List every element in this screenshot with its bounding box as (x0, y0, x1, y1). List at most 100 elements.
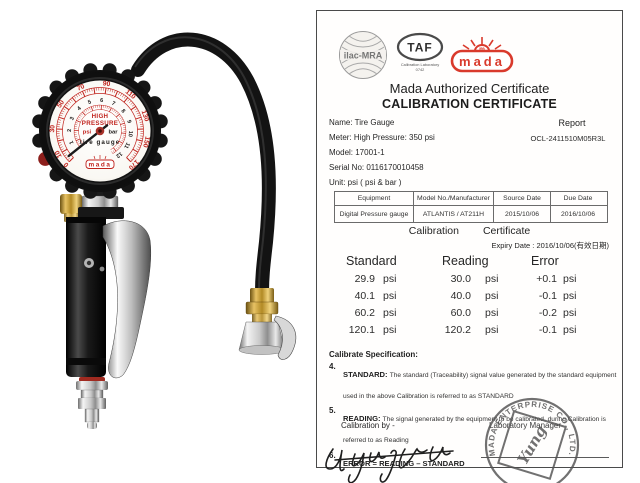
field-name: Name: Tire Gauge (329, 118, 395, 127)
svg-text:130: 130 (140, 110, 150, 123)
svg-text:30: 30 (49, 125, 56, 133)
spec-item-body: STANDARD: The standard (Traceability) si… (343, 362, 617, 404)
laboratory-manager-label: Laboratory Manager (489, 421, 562, 430)
svg-text:m: m (479, 46, 485, 53)
rubber-hose (131, 32, 276, 299)
trigger-lever (102, 220, 152, 379)
svg-text:mada: mada (459, 54, 505, 69)
svg-text:0: 0 (63, 160, 71, 168)
stamp-center-signature: Yung (514, 422, 550, 467)
spec-title: Calibrate Specification: (329, 350, 418, 359)
spec-item-body: ERROR = READING – STANDARD (343, 451, 617, 472)
results-row: 120.1 psi 120.2 psi -0.1 psi (317, 324, 622, 341)
result-value: -0.2 (538, 307, 557, 319)
stamp-diamond (497, 410, 567, 480)
result-value: 40.0 (450, 290, 471, 302)
result-unit: psi (563, 307, 577, 319)
svg-text:50: 50 (56, 99, 66, 109)
taf-logo: TAF Calibration Laboratory 0742 (396, 32, 444, 72)
svg-text:7: 7 (111, 101, 116, 108)
svg-text:90: 90 (102, 80, 111, 88)
result-value: 60.0 (450, 307, 471, 319)
equipment-table: Equipment Model No./Manufacturer Source Da… (334, 191, 608, 223)
mada-logo: m mada (450, 37, 514, 73)
gauge-unit-psi: psi (83, 130, 92, 136)
svg-text:1: 1 (69, 140, 76, 145)
svg-text:10: 10 (54, 149, 64, 159)
calibration-certificate: ilac-MRA TAF Calibration Laboratory 0742… (316, 10, 623, 483)
svg-text:mada: mada (88, 162, 111, 169)
air-chuck (238, 288, 297, 360)
pressure-gauge: HIGH PRESSURE psi bar tire gauge mada 01… (32, 63, 168, 199)
svg-text:5: 5 (87, 99, 92, 106)
spec-item-description: The standard (Traceability) signal value… (343, 371, 617, 400)
result-value: 30.0 (450, 273, 471, 285)
svg-text:9: 9 (125, 119, 132, 124)
svg-text:150: 150 (141, 135, 150, 148)
results-row: 40.1 psi 40.0 psi -0.1 psi (317, 290, 622, 307)
field-unit: Unit: psi ( psi & bar ) (329, 178, 402, 187)
equipment-cell: Model No./Manufacturer (413, 192, 493, 205)
spec-item-number: 6. (329, 450, 336, 460)
gauge-title-line1: HIGH (92, 113, 109, 120)
inflator-handle (60, 186, 152, 429)
calibration-by-label: Calibration by - (341, 421, 395, 430)
equipment-cell: Due Date (550, 192, 605, 205)
results-table: 29.9 psi 30.0 psi +0.1 psi 40.1 psi 40.0 psi -0.1 p… (317, 273, 622, 341)
spec-item-term: READING: (343, 414, 383, 424)
result-unit: psi (383, 307, 397, 319)
result-value: +0.1 (536, 273, 557, 285)
results-row: 60.2 psi 60.0 psi -0.2 psi (317, 307, 622, 324)
equipment-cell: ATLANTIS / AT211H (413, 206, 493, 222)
svg-text:ilac-MRA: ilac-MRA (344, 51, 383, 61)
result-unit: psi (485, 324, 499, 336)
results-row: 29.9 psi 30.0 psi +0.1 psi (317, 273, 622, 290)
section-word-certificate: Certificate (482, 225, 531, 237)
expiry-date: Expiry Date : 2016/10/06(有效日期) (491, 241, 609, 250)
gauge-unit-bar: bar (108, 130, 118, 136)
result-unit: psi (485, 290, 499, 302)
report-number: OCL-2411510M05R3L (530, 134, 606, 143)
svg-text:12: 12 (114, 150, 123, 159)
tire-inflator-product-image: HIGH PRESSURE psi bar tire gauge mada 01… (32, 32, 297, 429)
result-unit: psi (383, 324, 397, 336)
spec-item: 6. ERROR = READING – STANDARD (329, 451, 617, 472)
manager-signature-line (481, 457, 609, 458)
spec-item-number: 4. (329, 361, 336, 371)
result-value: -0.1 (538, 324, 557, 336)
handwritten-signature (325, 446, 454, 483)
svg-text:TAF: TAF (407, 41, 432, 55)
result-value: 120.2 (444, 324, 471, 336)
gauge-subtitle: tire gauge (80, 139, 121, 146)
company-stamp: MADA ENTERPRISE CO., LTD. Yung ® (484, 397, 580, 483)
report-heading: Report (558, 118, 586, 128)
results-header-error: Error (531, 254, 559, 268)
result-value: 29.9 (354, 273, 375, 285)
section-heading: Calibration Certificate (317, 225, 622, 237)
svg-text:4: 4 (76, 105, 83, 112)
result-unit: psi (383, 273, 397, 285)
equipment-cell: Digital Pressure gauge (339, 210, 409, 218)
result-value: -0.1 (538, 290, 557, 302)
svg-text:11: 11 (122, 141, 130, 149)
field-serial: Serial No: 0116170010458 (329, 163, 424, 172)
svg-text:2: 2 (67, 129, 73, 132)
chuck-clip-lever (273, 315, 297, 360)
spec-item-term: STANDARD: (343, 369, 390, 379)
results-header-standard: Standard (346, 254, 397, 268)
result-unit: psi (383, 290, 397, 302)
result-unit: psi (563, 273, 577, 285)
gauge-title-line2: PRESSURE (82, 120, 118, 127)
quick-connect-plug (76, 381, 108, 429)
equipment-cell: Equipment (357, 195, 391, 202)
results-header-reading: Reading (442, 254, 489, 268)
field-model: Model: 17001-1 (329, 148, 385, 157)
ilac-mra-logo: ilac-MRA (339, 31, 387, 79)
certificate-title: Mada Authorized Certificate (389, 81, 550, 96)
result-unit: psi (485, 307, 499, 319)
equipment-table-row: Digital Pressure gauge ATLANTIS / AT211H 2… (335, 205, 607, 222)
gauge-brand-logo: mada (85, 155, 115, 169)
equipment-table-header: Equipment Model No./Manufacturer Source Da… (335, 192, 607, 205)
